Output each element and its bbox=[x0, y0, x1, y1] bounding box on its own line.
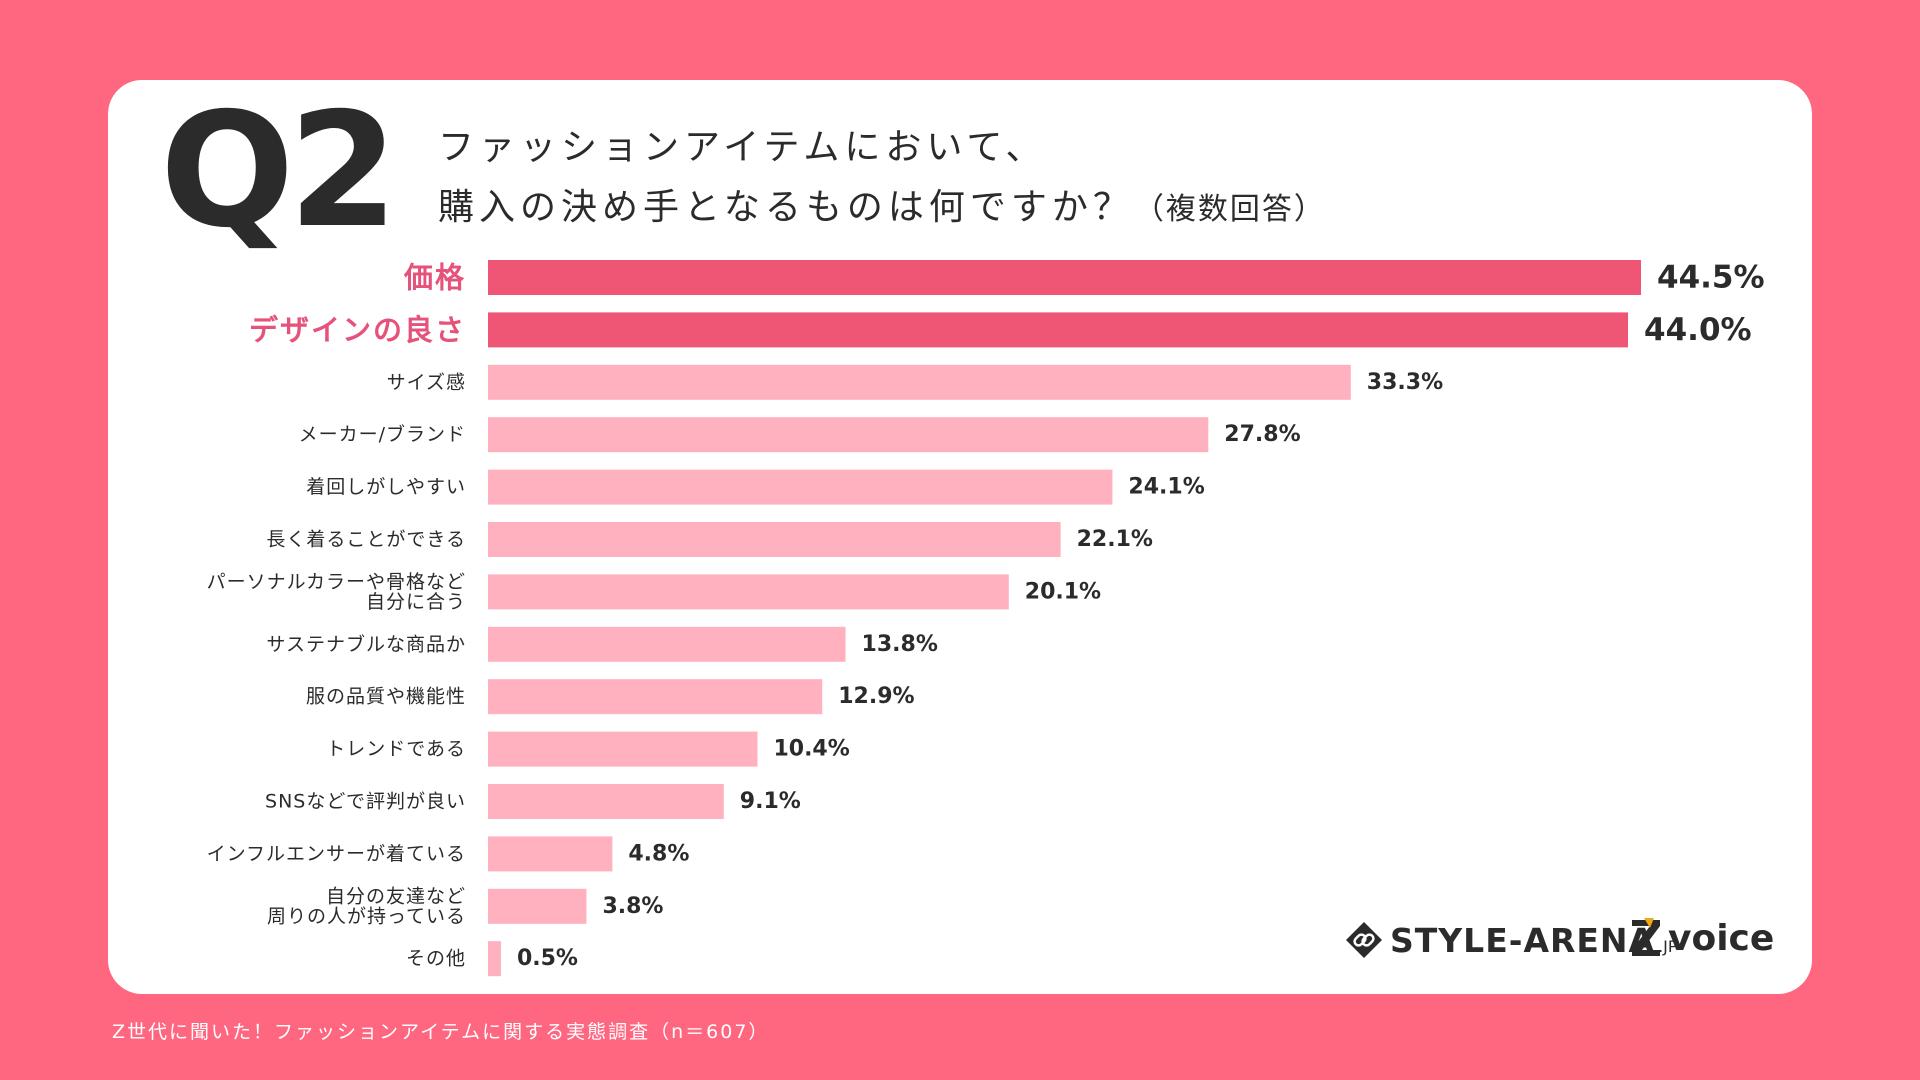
value-label-10: 9.1% bbox=[740, 789, 801, 814]
category-label-9: トレンドである bbox=[326, 738, 466, 760]
bar-12 bbox=[488, 888, 587, 924]
bar-11 bbox=[488, 836, 613, 872]
category-label-8: 服の品質や機能性 bbox=[306, 686, 466, 708]
bar-2 bbox=[488, 364, 1351, 400]
category-label-4: 着回しがしやすい bbox=[306, 476, 466, 498]
bar-1 bbox=[488, 312, 1629, 348]
question-number: Q2 bbox=[160, 79, 398, 263]
style-arena-logo-icon bbox=[1346, 922, 1382, 958]
value-label-11: 4.8% bbox=[628, 841, 689, 866]
style-arena-logo-suffix: .JP bbox=[1658, 936, 1678, 956]
category-label-3: メーカー/ブランド bbox=[299, 423, 466, 446]
bar-6 bbox=[488, 574, 1009, 610]
bar-7 bbox=[488, 626, 846, 662]
category-label-5: 長く着ることができる bbox=[266, 529, 466, 551]
question-title-text: 購入の決め手となるものは何ですか？ bbox=[438, 187, 1134, 228]
category-label-11: インフルエンサーが着ている bbox=[207, 843, 466, 865]
category-label-6-line-0: パーソナルカラーや骨格など bbox=[207, 571, 466, 593]
category-label-13: その他 bbox=[406, 948, 466, 970]
value-label-1: 44.0% bbox=[1644, 312, 1752, 348]
bar-13 bbox=[488, 941, 501, 977]
bar-5 bbox=[488, 522, 1061, 557]
bar-0 bbox=[488, 260, 1641, 295]
value-label-4: 24.1% bbox=[1128, 475, 1204, 500]
bar-3 bbox=[488, 417, 1209, 453]
value-label-5: 22.1% bbox=[1077, 527, 1153, 552]
survey-source-note: Z世代に聞いた！ファッションアイテムに関する実態調査（n＝607） bbox=[112, 1021, 770, 1043]
zvoice-logo: voice bbox=[1630, 916, 1774, 960]
style-arena-logo-text: STYLE-ARENA bbox=[1390, 920, 1656, 960]
bar-4 bbox=[488, 469, 1113, 505]
zvoice-z-mark-icon bbox=[1632, 918, 1660, 956]
style-arena-logo: STYLE-ARENA .JP bbox=[1344, 920, 1678, 960]
value-label-13: 0.5% bbox=[517, 946, 578, 971]
question-title-line-2: 購入の決め手となるものは何ですか？（複数回答） bbox=[438, 178, 1326, 230]
value-label-12: 3.8% bbox=[602, 894, 663, 919]
zvoice-logo-text: voice bbox=[1668, 917, 1775, 959]
category-label-1: デザインの良さ bbox=[249, 313, 466, 347]
bar-8 bbox=[488, 679, 823, 715]
category-label-12-line-0: 自分の友達など bbox=[326, 885, 466, 907]
category-label-6-line-1: 自分に合う bbox=[366, 591, 466, 613]
value-label-7: 13.8% bbox=[862, 632, 938, 657]
question-title-line-1: ファッションアイテムにおいて、 bbox=[438, 127, 1047, 168]
value-label-3: 27.8% bbox=[1224, 422, 1300, 447]
value-label-8: 12.9% bbox=[838, 684, 914, 709]
category-label-0: 価格 bbox=[403, 261, 466, 295]
value-label-0: 44.5% bbox=[1657, 260, 1765, 296]
category-label-7: サステナブルな商品か bbox=[266, 632, 466, 655]
category-label-10: SNSなどで評判が良い bbox=[265, 791, 466, 813]
question-title-note: （複数回答） bbox=[1133, 192, 1326, 227]
category-label-2: サイズ感 bbox=[387, 371, 466, 393]
category-label-12-line-1: 周りの人が持っている bbox=[267, 905, 466, 927]
bar-10 bbox=[488, 784, 724, 819]
value-label-6: 20.1% bbox=[1025, 579, 1101, 604]
bar-9 bbox=[488, 731, 758, 767]
value-label-2: 33.3% bbox=[1367, 370, 1443, 395]
value-label-9: 10.4% bbox=[773, 737, 849, 762]
